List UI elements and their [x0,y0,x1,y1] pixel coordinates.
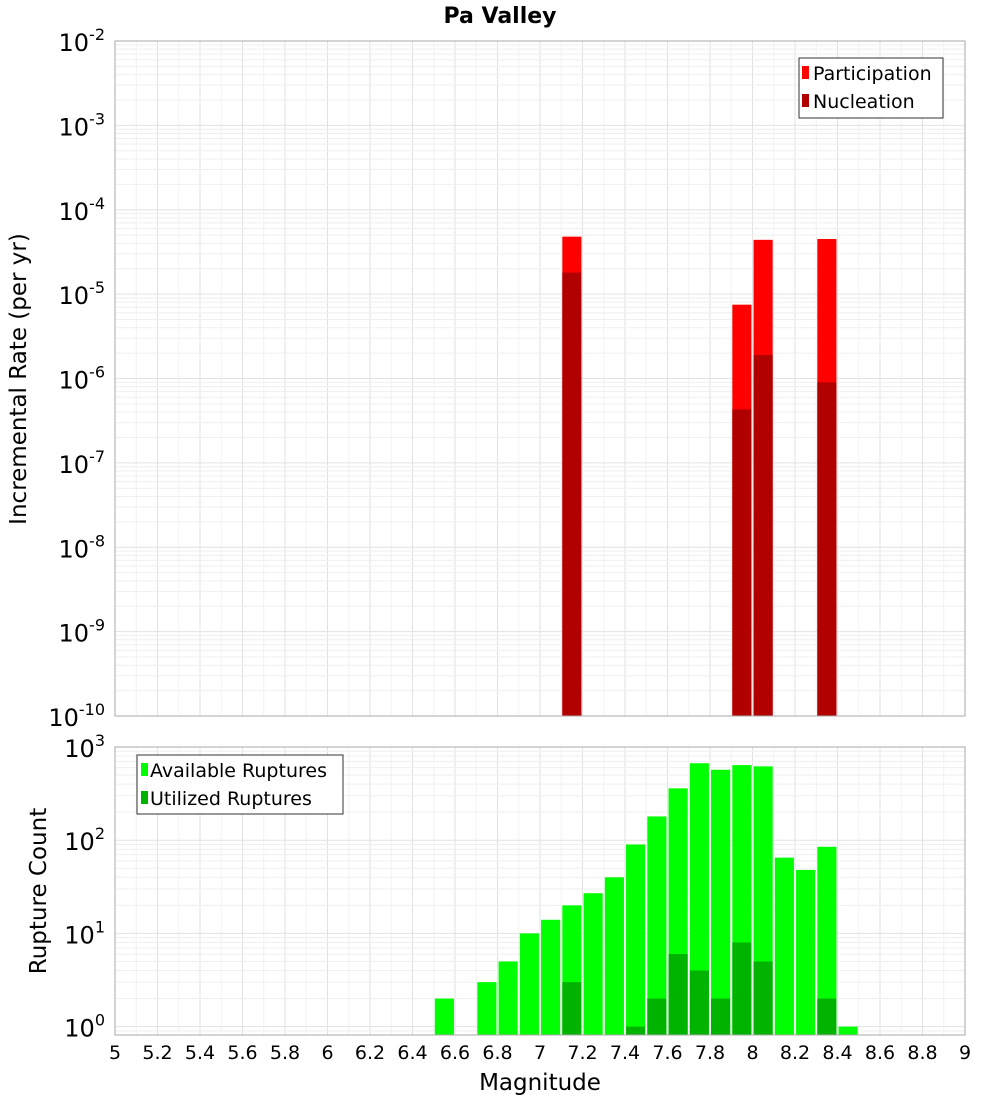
legend-available-label: Available Ruptures [150,760,327,782]
available-ruptures-bar [711,769,731,1035]
x-tick-labels: 5 5.2 5.4 5.6 5.8 6 6.2 6.4 6.6 6.8 7 7.2 7.4 7.6 7.8 8… [109,1042,971,1064]
legend-utilized-swatch [141,791,148,804]
x-tick-label: 6.4 [397,1042,427,1064]
y-tick-label: 10-3 [59,109,106,141]
x-tick-label: 8.8 [907,1042,937,1064]
available-ruptures-bar [519,933,539,1035]
available-ruptures-bar [626,844,646,1035]
utilized-ruptures-bar [562,982,582,1035]
available-ruptures-bar [817,846,837,1035]
x-tick-label: 6.6 [440,1042,470,1064]
x-tick-label: 7.8 [695,1042,725,1064]
y-tick-label: 10-2 [59,25,106,57]
chart-title: Pa Valley [443,4,556,29]
x-tick-label: 5.2 [142,1042,172,1064]
utilized-ruptures-bar [732,942,752,1035]
y-tick-label: 103 [64,731,105,763]
top-plot-gridlines [114,41,966,717]
bottom-plot-frame [114,746,966,1036]
y-tick-label: 100 [64,1011,105,1043]
bottom-plot-bars [434,763,858,1035]
bottom-y-tick-labels: 100 101 102 103 [64,731,105,1043]
y-tick-label: 10-4 [59,194,106,226]
legend-nucleation-swatch [802,94,809,107]
x-tick-label: 8 [746,1042,758,1064]
legend-utilized-label: Utilized Ruptures [150,788,312,810]
nucleation-bar [732,409,752,716]
available-ruptures-bar [583,893,603,1035]
utilized-ruptures-bar [647,998,667,1035]
x-axis-label: Magnitude [479,1070,601,1096]
y-tick-label: 102 [64,824,105,856]
available-ruptures-bar [477,982,497,1035]
x-tick-label: 5.4 [185,1042,215,1064]
top-y-axis-label: Incremental Rate (per yr) [6,233,32,525]
x-tick-label: 8.2 [780,1042,810,1064]
x-tick-label: 8.4 [822,1042,852,1064]
top-legend: Participation Nucleation [798,57,944,119]
bottom-y-axis-label: Rupture Count [26,808,52,974]
available-ruptures-bar [434,998,454,1035]
utilized-ruptures-bar [689,970,709,1035]
legend-nucleation-label: Nucleation [813,91,915,113]
x-tick-label: 5.8 [270,1042,300,1064]
utilized-ruptures-bar [817,998,837,1035]
y-tick-label: 10-6 [59,363,106,395]
nucleation-bar [753,354,773,716]
x-tick-label: 6.2 [355,1042,385,1064]
legend-participation-swatch [802,66,809,79]
x-tick-label: 6.8 [482,1042,512,1064]
y-tick-label: 10-5 [59,278,106,310]
available-ruptures-bar [541,919,561,1035]
x-tick-label: 7.4 [610,1042,640,1064]
available-ruptures-bar [838,1026,858,1035]
top-y-tick-labels: 10-10 10-9 10-8 10-7 10-6 10-5 10-4 10-3 10-2 [48,25,105,732]
available-ruptures-bar [796,869,816,1035]
x-tick-label: 7 [534,1042,546,1064]
utilized-ruptures-bar [668,954,688,1035]
x-tick-label: 5 [109,1042,121,1064]
available-ruptures-bar [774,857,794,1035]
top-plot-bars [562,236,837,716]
available-ruptures-bar [647,816,667,1035]
x-tick-label: 9 [959,1042,971,1064]
utilized-ruptures-bar [753,961,773,1035]
y-tick-label: 10-8 [59,531,106,563]
y-tick-label: 10-7 [59,447,106,479]
legend-available-swatch [141,763,148,776]
x-tick-label: 7.2 [567,1042,597,1064]
x-tick-label: 6 [321,1042,333,1064]
x-tick-label: 5.6 [227,1042,257,1064]
available-ruptures-bar [498,961,518,1035]
x-tick-label: 7.6 [652,1042,682,1064]
y-tick-label: 101 [64,917,105,949]
utilized-ruptures-bar [626,1026,646,1035]
top-plot-frame [114,40,966,717]
nucleation-bar [817,382,837,716]
available-ruptures-bar [689,763,709,1035]
y-tick-label: 10-10 [48,700,105,732]
available-ruptures-bar [604,877,624,1035]
nucleation-bar [562,272,582,716]
legend-participation-label: Participation [813,63,932,85]
bottom-legend: Available Ruptures Utilized Ruptures [136,754,344,815]
utilized-ruptures-bar [711,998,731,1035]
y-tick-label: 10-9 [59,616,106,648]
x-tick-label: 8.6 [865,1042,895,1064]
